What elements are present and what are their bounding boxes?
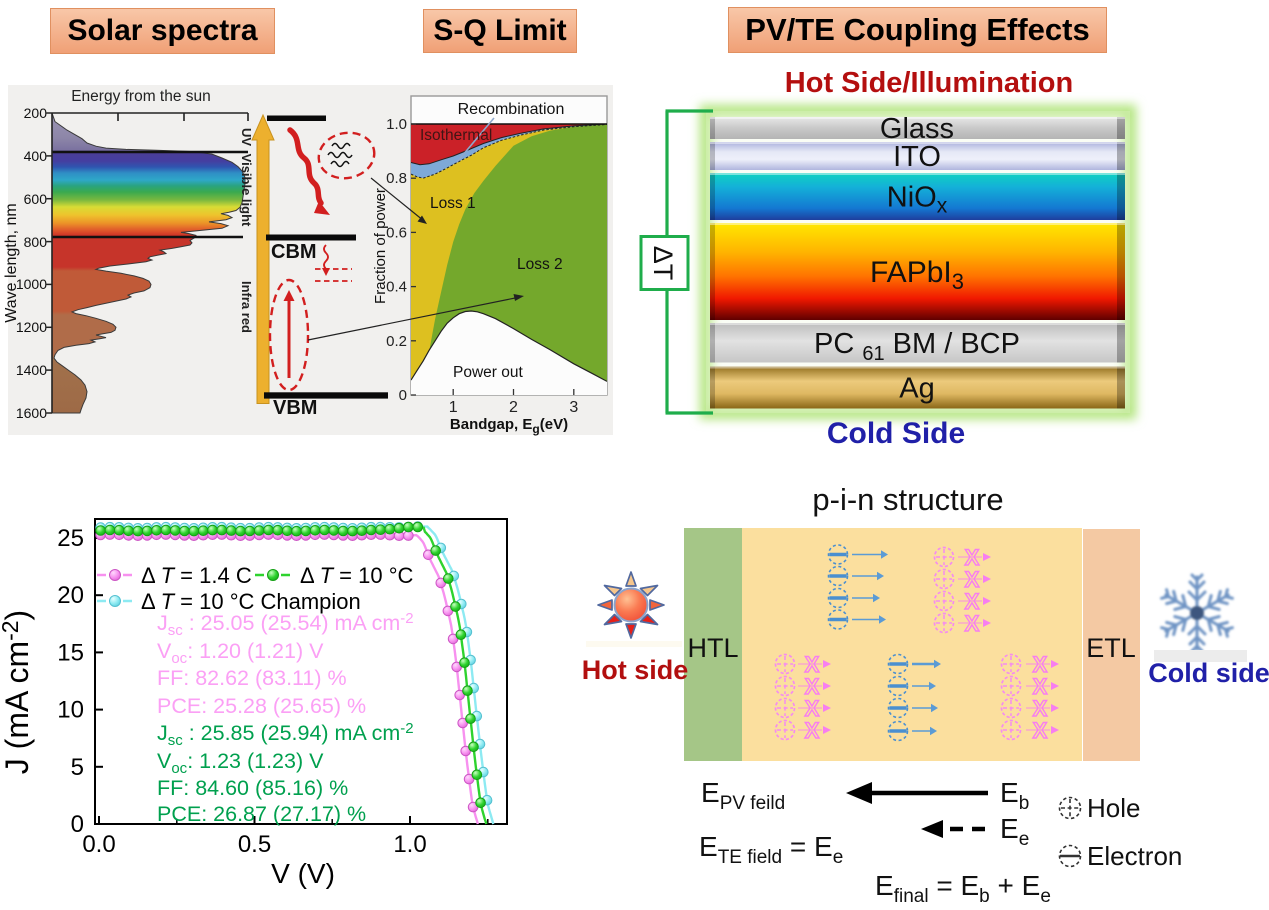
svg-text:1400: 1400 (16, 362, 47, 378)
svg-text:Eb: Eb (1000, 777, 1029, 814)
svg-text:0.5: 0.5 (238, 831, 271, 858)
svg-text:0: 0 (71, 811, 84, 838)
svg-text:Power out: Power out (453, 364, 523, 381)
svg-text:Energy from the sun: Energy from the sun (71, 88, 211, 105)
svg-text:Hot side: Hot side (582, 655, 689, 685)
svg-text:Ee: Ee (1000, 813, 1029, 850)
svg-text:1200: 1200 (16, 319, 47, 335)
svg-text:J (mA cm-2): J (mA cm-2) (0, 610, 35, 774)
svg-text:1.0: 1.0 (393, 831, 426, 858)
svg-text:Wave length, nm: Wave length, nm (3, 203, 20, 322)
svg-text:ΔT: ΔT (648, 246, 678, 281)
svg-text:1.0: 1.0 (386, 116, 407, 133)
svg-text:Infra red: Infra red (239, 281, 254, 333)
svg-text:PCE: 25.28 (25.65) %: PCE: 25.28 (25.65) % (157, 694, 366, 718)
svg-text:20: 20 (57, 582, 84, 609)
svg-text:0: 0 (399, 387, 407, 404)
svg-text:Ag: Ag (899, 373, 934, 405)
svg-text:Recombination: Recombination (458, 101, 565, 118)
svg-text:UV: UV (239, 128, 254, 146)
svg-text:3: 3 (569, 399, 578, 416)
svg-text:V (V): V (V) (271, 858, 335, 889)
svg-text:EPV feild: EPV feild (701, 777, 785, 814)
svg-text:15: 15 (57, 639, 84, 666)
svg-text:Visible light: Visible light (239, 154, 254, 227)
svg-text:25: 25 (57, 525, 84, 552)
svg-text:Jsc : 25.05 (25.54) mA cm-2: Jsc : 25.05 (25.54) mA cm-2 (157, 610, 414, 639)
svg-text:ITO: ITO (893, 141, 941, 173)
svg-text:Isothermal: Isothermal (420, 127, 492, 144)
svg-text:Δ T = 10 °C: Δ T = 10 °C (300, 563, 414, 588)
svg-text:Δ T = 10 °C Champion: Δ T = 10 °C Champion (141, 589, 361, 614)
svg-text:FAPbI3: FAPbI3 (870, 256, 964, 294)
svg-text:Cold Side: Cold Side (827, 417, 965, 450)
svg-text:0.0: 0.0 (82, 831, 115, 858)
svg-text:0.8: 0.8 (386, 170, 407, 187)
svg-text:PCE: 26.87 (27.17) %: PCE: 26.87 (27.17) % (157, 802, 366, 826)
svg-text:600: 600 (24, 191, 48, 207)
svg-text:0.4: 0.4 (386, 279, 407, 296)
svg-text:FF: 84.60 (85.16) %: FF: 84.60 (85.16) % (157, 776, 348, 800)
svg-text:PC 61 BM / BCP: PC 61 BM / BCP (814, 328, 1020, 365)
svg-text:10: 10 (57, 697, 84, 724)
svg-text:200: 200 (24, 105, 48, 121)
svg-text:HTL: HTL (687, 633, 738, 663)
svg-text:ETE field = Ee: ETE field = Ee (699, 831, 843, 868)
svg-text:1600: 1600 (16, 405, 47, 421)
svg-text:1000: 1000 (16, 276, 47, 292)
svg-text:Loss 1: Loss 1 (430, 195, 476, 212)
svg-text:0.6: 0.6 (386, 224, 407, 241)
svg-text:VBM: VBM (273, 397, 317, 419)
svg-text:Loss 2: Loss 2 (517, 256, 563, 273)
svg-text:400: 400 (24, 148, 48, 164)
svg-text:5: 5 (71, 754, 84, 781)
svg-text:800: 800 (24, 234, 48, 250)
svg-text:0.2: 0.2 (386, 333, 407, 350)
svg-text:Hot Side/Illumination: Hot Side/Illumination (785, 67, 1073, 99)
svg-text:Cold side: Cold side (1148, 658, 1269, 688)
svg-text:Electron: Electron (1087, 841, 1182, 871)
svg-text:CBM: CBM (271, 241, 317, 263)
svg-text:p-i-n structure: p-i-n structure (812, 482, 1003, 517)
svg-text:Δ T = 1.4 C: Δ T = 1.4 C (141, 563, 252, 588)
svg-text:Hole: Hole (1087, 793, 1140, 823)
svg-text:1: 1 (449, 399, 458, 416)
svg-text:Fraction of power: Fraction of power (372, 188, 389, 304)
svg-text:Jsc : 25.85 (25.94) mA cm-2: Jsc : 25.85 (25.94) mA cm-2 (157, 720, 414, 749)
svg-text:2: 2 (509, 399, 518, 416)
svg-text:FF: 82.62 (83.11) %: FF: 82.62 (83.11) % (157, 666, 347, 690)
svg-text:ETL: ETL (1086, 633, 1136, 663)
svg-text:Efinal = Eb + Ee: Efinal = Eb + Ee (875, 870, 1051, 907)
svg-text:Glass: Glass (880, 113, 954, 145)
